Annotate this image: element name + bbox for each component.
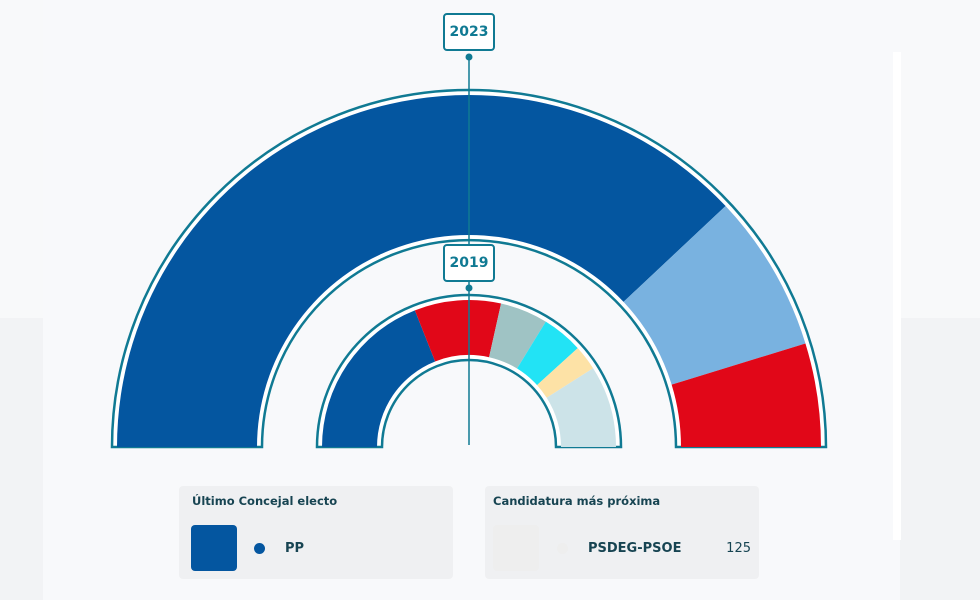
panel-title: Candidatura más próxima: [493, 494, 661, 508]
year-badge-2023[interactable]: 2023: [443, 13, 495, 51]
year-badge-2019[interactable]: 2019: [443, 244, 495, 282]
last-elected-panel: Último Concejal electo PP: [179, 486, 453, 579]
segment-pp-2023-0: [117, 94, 726, 447]
segment-party-2019-3: [517, 321, 578, 386]
marker-dot-2019: [465, 284, 473, 292]
party-dot-icon: [254, 543, 265, 554]
party-name: PSDEG-PSOE: [588, 541, 682, 556]
segment-party-2019-5: [546, 368, 616, 447]
segment-party-2023-1: [623, 206, 806, 385]
next-candidate-panel: Candidatura más próxima PSDEG-PSOE 125: [485, 486, 759, 579]
segment-party-2019-2: [489, 303, 546, 369]
party-color-swatch: [493, 525, 539, 571]
panel-title: Último Concejal electo: [192, 494, 338, 508]
segment-psdeg-psoe-2023-2: [671, 343, 821, 447]
scroll-strip: [893, 52, 901, 540]
party-dot-icon: [557, 543, 568, 554]
party-name: PP: [285, 541, 305, 556]
vote-count: 125: [726, 541, 751, 556]
segment-psdeg-psoe-2019-1: [414, 299, 502, 362]
segment-party-2019-4: [537, 348, 594, 398]
segment-pp-2019-0: [322, 310, 436, 447]
party-color-swatch: [191, 525, 237, 571]
marker-dot-2023: [465, 53, 473, 61]
